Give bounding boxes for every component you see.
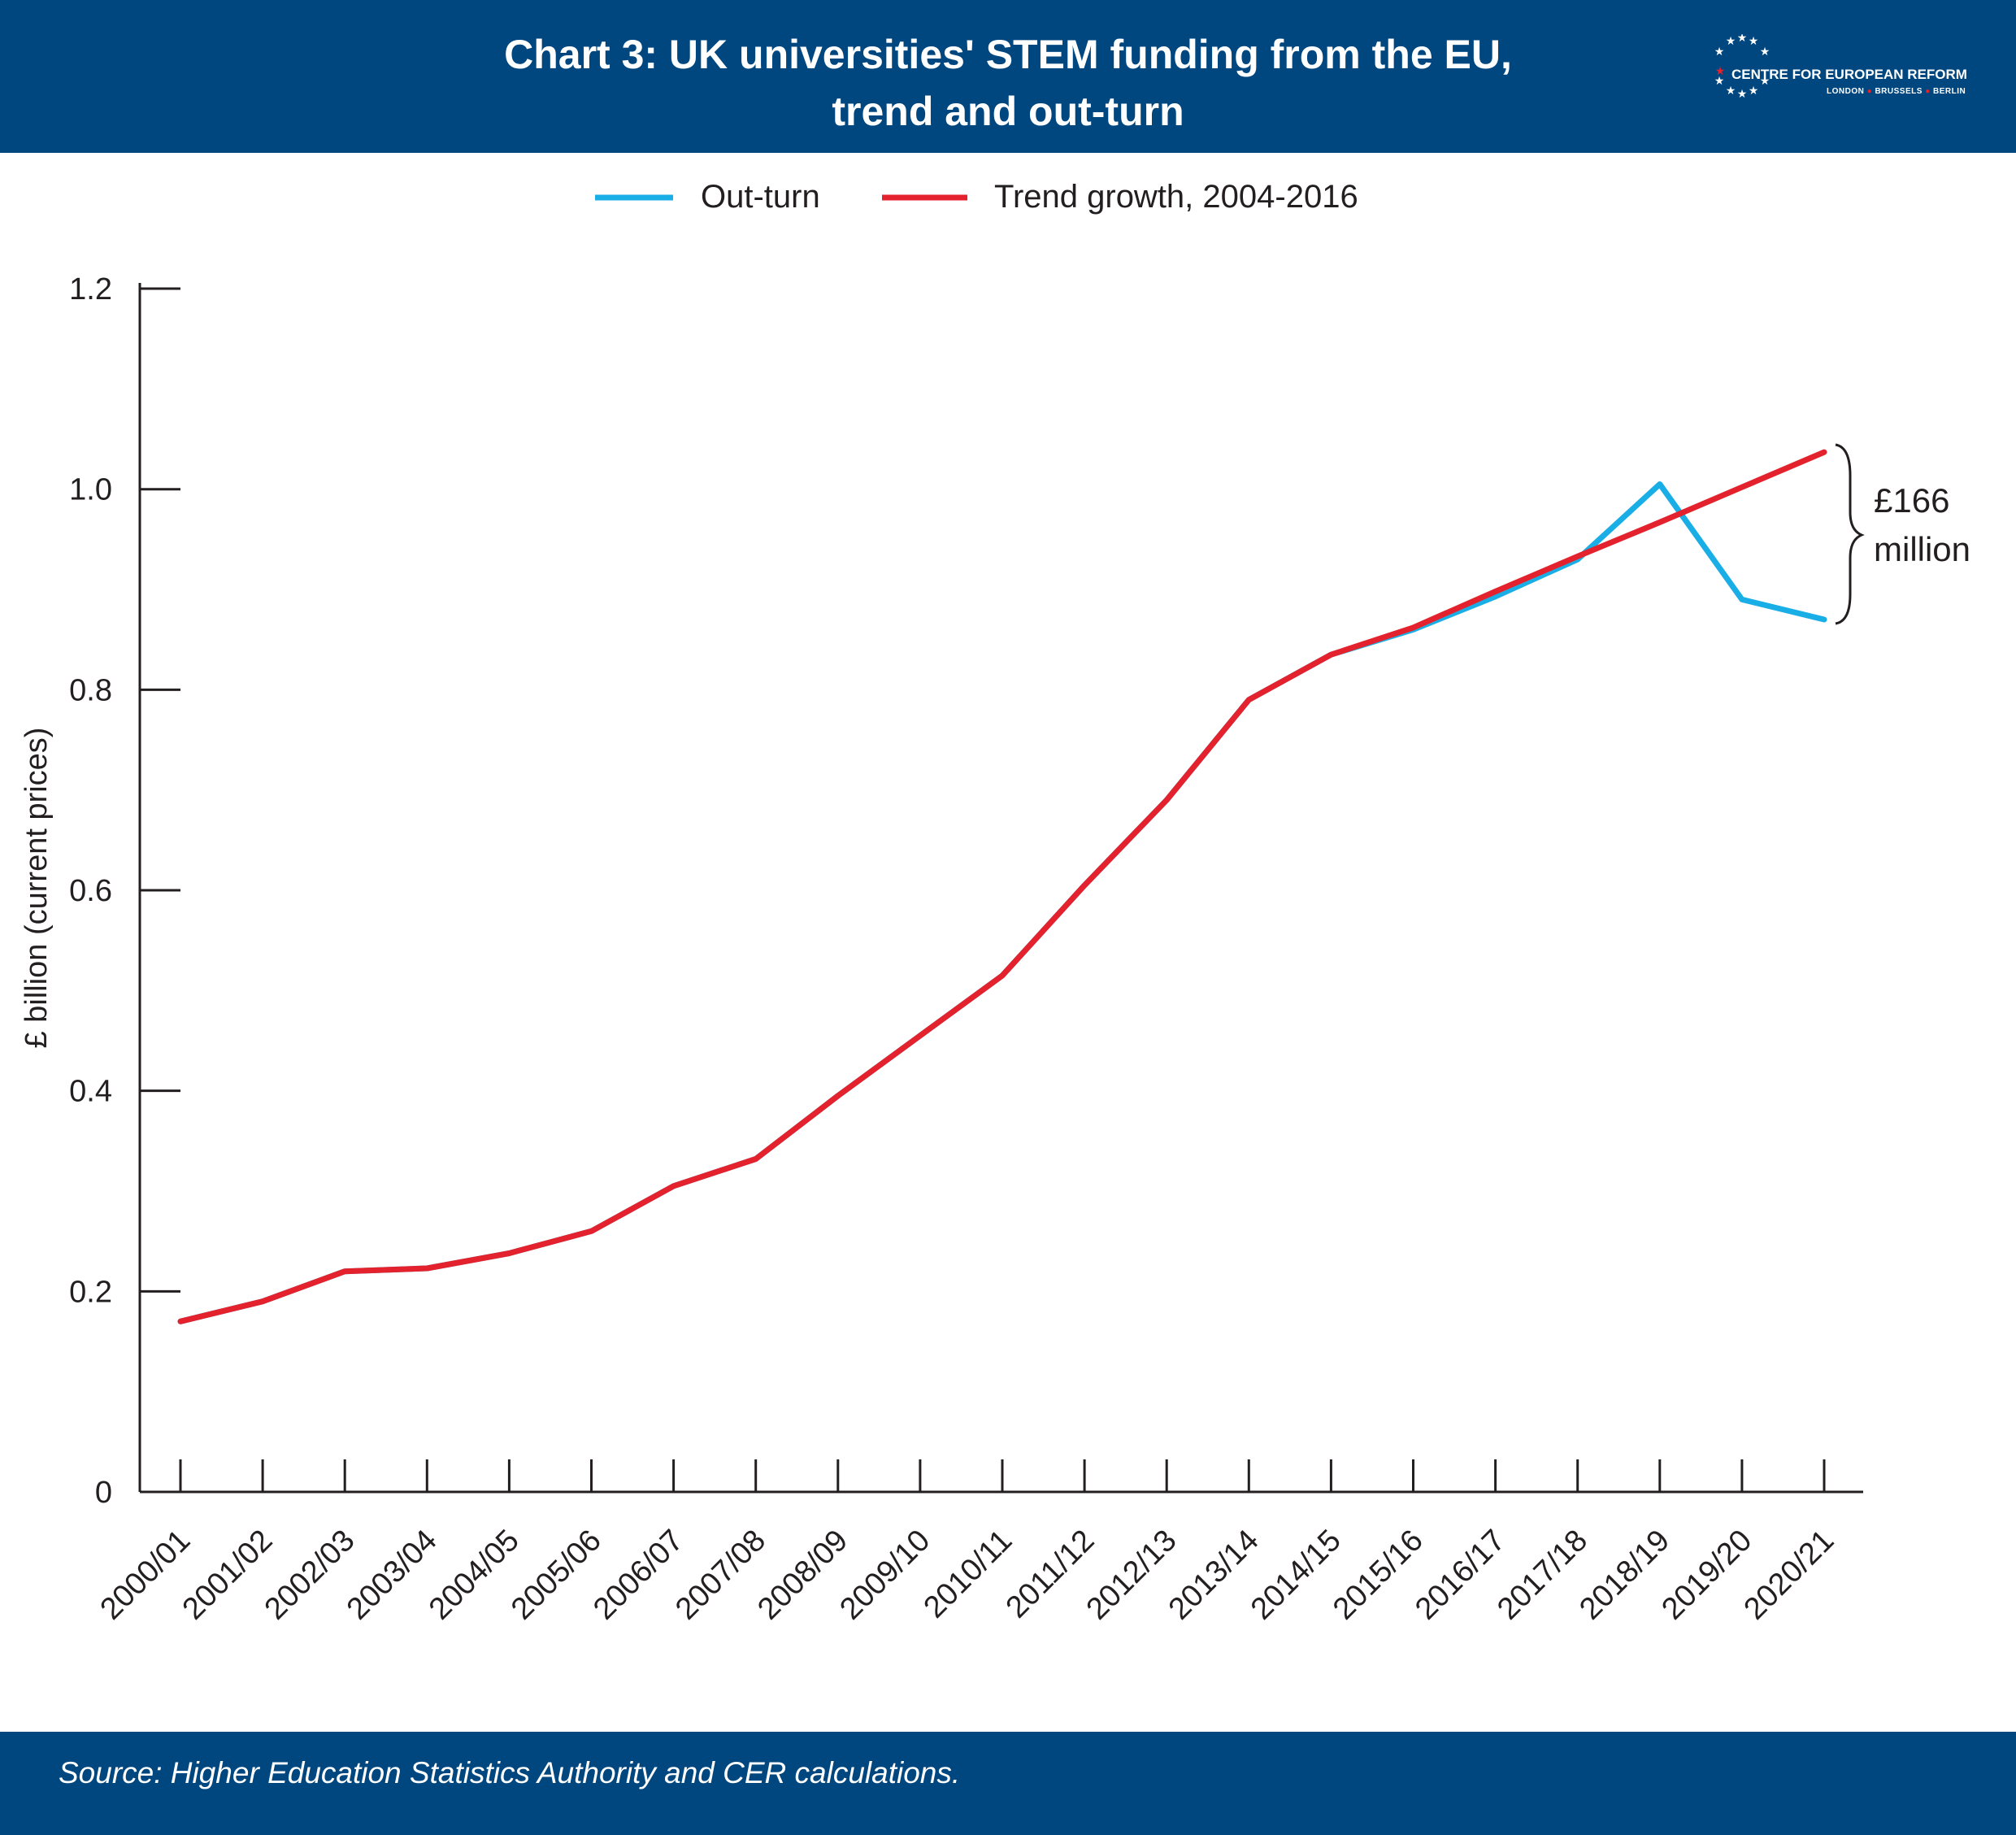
footer-bar [0,1732,2016,1835]
svg-text:★: ★ [1737,87,1748,100]
logo: ★ ★ ★ ★ ★ ★ ★ ★ ★ ★ ★ [1714,34,1771,100]
y-tick-label: 1.2 [69,272,112,307]
x-axis: 2000/012001/022002/032003/042004/052005/… [94,1459,1863,1627]
svg-text:★: ★ [1749,84,1759,97]
x-tick-label: 2004/05 [423,1524,526,1627]
legend-label-trend: Trend growth, 2004-2016 [994,179,1358,215]
x-tick-label: 2001/02 [176,1524,280,1627]
logo-dot-icon: ● [1925,87,1931,96]
annotation-gap: £166 million [1835,443,1970,625]
x-tick-label: 2011/12 [1000,1524,1101,1625]
x-tick-label: 2009/10 [833,1524,936,1627]
x-tick-label: 2007/08 [669,1524,772,1627]
svg-text:★: ★ [1726,34,1736,47]
x-tick-label: 2008/09 [751,1524,854,1627]
y-tick-label: 0.2 [69,1275,112,1309]
source-note: Source: Higher Education Statistics Auth… [59,1756,961,1789]
x-tick-label: 2018/19 [1573,1524,1676,1627]
x-tick-label: 2003/04 [341,1524,444,1627]
y-tick-label: 0 [95,1476,112,1510]
annotation-text-line2: million [1874,530,1970,568]
series-line-trend [177,449,1827,1324]
legend: Out-turn Trend growth, 2004-2016 [595,179,1358,215]
series-group [177,449,1827,1324]
x-tick-label: 2015/16 [1327,1524,1430,1627]
annotation-text-line1: £166 [1874,481,1949,520]
legend-label-outturn: Out-turn [701,179,820,215]
x-tick-label: 2014/15 [1245,1524,1348,1627]
svg-text:★: ★ [1749,34,1759,47]
x-tick-label: 2013/14 [1162,1524,1266,1627]
x-tick-label: 2016/17 [1409,1524,1512,1627]
x-tick-label: 2006/07 [587,1524,690,1627]
annotation-brace [1835,443,1865,625]
x-tick-label: 2010/11 [918,1524,1019,1625]
chart: Out-turn Trend growth, 2004-2016 0 0.2 0.4… [20,179,1970,1627]
series-line-outturn [177,481,1827,1324]
logo-city: BRUSSELS [1875,87,1923,96]
y-axis: 0 0.2 0.4 0.6 0.8 1.0 1.2 [69,272,180,1510]
x-tick-label: 2017/18 [1491,1524,1594,1627]
x-tick-label: 2002/03 [259,1524,362,1627]
logo-cities: LONDON ● BRUSSELS ● BERLIN [1827,87,1966,96]
logo-text: CENTRE FOR EUROPEAN REFORM [1731,67,1967,82]
logo-dot-icon: ● [1866,87,1873,96]
svg-text:★: ★ [1760,45,1771,58]
logo-city: LONDON [1827,87,1865,96]
svg-text:★: ★ [1714,45,1725,58]
logo-red-star-icon: ★ [1715,64,1726,77]
chart-title-line2: trend and out-turn [832,89,1184,134]
header-bar [0,0,2016,153]
svg-text:★: ★ [1726,84,1736,97]
x-tick-label: 2019/20 [1655,1524,1758,1627]
y-tick-label: 1.0 [69,473,112,507]
x-tick-label: 2012/13 [1080,1524,1184,1627]
x-tick-label: 2005/06 [505,1524,608,1627]
x-tick-label: 2020/21 [1738,1524,1841,1627]
y-tick-label: 0.8 [69,673,112,707]
logo-star-ring: ★ ★ ★ ★ ★ ★ ★ ★ ★ ★ [1714,34,1771,100]
svg-text:★: ★ [1737,34,1748,44]
logo-city: BERLIN [1933,87,1966,96]
y-tick-label: 0.6 [69,874,112,908]
svg-text:★: ★ [1760,74,1771,87]
y-tick-label: 0.4 [69,1075,112,1109]
svg-text:★: ★ [1714,74,1725,87]
chart-title: Chart 3: UK universities' STEM funding f… [504,32,1512,77]
x-tick-label: 2000/01 [94,1524,198,1627]
y-axis-label: £ billion (current prices) [20,728,54,1049]
